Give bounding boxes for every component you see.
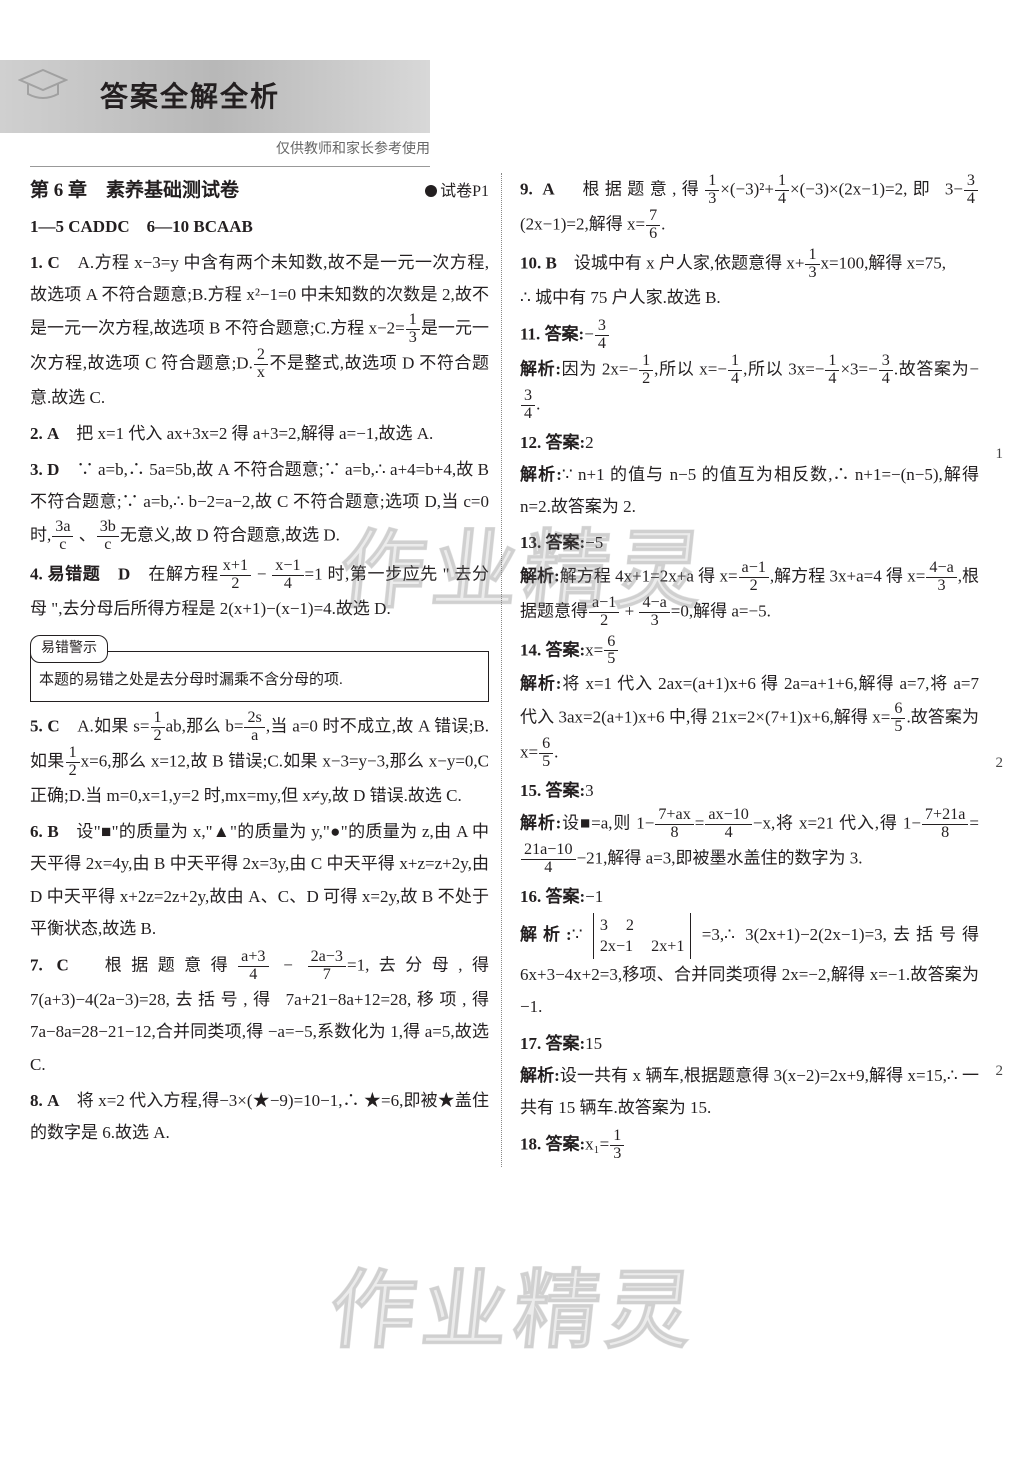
fraction: 13 — [805, 247, 819, 282]
tag-easy-wrong: 易错题 — [48, 564, 101, 583]
tab-3: 2 — [996, 1057, 1004, 1086]
right-column: 9. A 根据题意,得13×(−3)²+14×(−3)×(2x−1)=2,即 3… — [520, 173, 979, 1168]
fraction: 13 — [406, 312, 420, 347]
question-8: 8. A 将 x=2 代入方程,得−3×(★−9)=10−1,∴ ★=6,即被★… — [30, 1085, 489, 1150]
graduation-cap-icon — [18, 68, 68, 104]
fraction: 14 — [825, 353, 839, 388]
question-4: 4. 易错题 D 在解方程x+12 − x−14=1 时,第一步应先 " 去分母… — [30, 558, 489, 625]
callout-header: 易错警示 — [30, 635, 108, 664]
fraction: a−12 — [739, 560, 769, 595]
fraction: 2sa — [244, 710, 264, 745]
fraction: 34 — [595, 318, 609, 353]
fraction: 4−a3 — [639, 595, 669, 630]
determinant: 32 2x−12x+1 — [593, 913, 692, 959]
question-11: 11. 答案:−34 解析:因为 2x=−12,所以 x=−14,所以 3x=−… — [520, 318, 979, 423]
question-2: 2. A 把 x=1 代入 ax+3x=2 得 a+3=2,解得 a=−1,故选… — [30, 418, 489, 450]
chapter-row: 第 6 章 素养基础测试卷 试卷P1 — [30, 173, 489, 209]
fraction: 34 — [879, 353, 893, 388]
question-3: 3. D ∵ a=b,∴ 5a=5b,故 A 不符合题意;∵ a=b,∴ a+4… — [30, 454, 489, 554]
fraction: x−14 — [272, 558, 303, 593]
fraction: 4−a3 — [926, 560, 956, 595]
fraction: 13 — [705, 173, 719, 208]
chapter-title: 第 6 章 素养基础测试卷 — [30, 173, 239, 209]
chapter-ref: 试卷P1 — [425, 177, 489, 207]
question-16: 16. 答案:−1 解析:∵ 32 2x−12x+1 =3,∴ 3(2x+1)−… — [520, 881, 979, 1024]
fraction: x+12 — [220, 558, 251, 593]
fraction: 14 — [728, 353, 742, 388]
fraction: 14 — [775, 173, 789, 208]
question-7: 7. C 根据题意得a+34 − 2a−37=1,去分母,得 7(a+3)−4(… — [30, 949, 489, 1081]
header-banner: 答案全解全析 — [0, 60, 430, 133]
watermark: 作业精灵 — [321, 1230, 706, 1393]
fraction: 65 — [891, 701, 905, 736]
fraction: 2x — [254, 347, 268, 382]
fraction: 3ac — [52, 519, 73, 554]
fraction: 65 — [539, 736, 553, 771]
bullet-icon — [425, 185, 437, 197]
fraction: 2a−37 — [308, 949, 346, 984]
fraction: 76 — [646, 208, 660, 243]
fraction: a+34 — [238, 949, 268, 984]
question-14: 14. 答案:x=65 解析:将 x=1 代入 2ax=(a+1)x+6 得 2… — [520, 634, 979, 771]
tab-1: 1 — [996, 440, 1004, 469]
question-1: 1. C A.方程 x−3=y 中含有两个未知数,故不是一元一次方程,故选项 A… — [30, 247, 489, 414]
question-15: 15. 答案:3 解析:设■=a,则 1−7+ax8=ax−104−x,将 x=… — [520, 775, 979, 877]
fraction: 7+21a8 — [922, 807, 968, 842]
question-10: 10. B 设城中有 x 户人家,依题意得 x+13x=100,解得 x=75,… — [520, 247, 979, 314]
fraction: 3bc — [97, 519, 119, 554]
side-page-tabs: 1 2 2 — [996, 440, 1004, 1366]
fraction: 7+ax8 — [655, 807, 693, 842]
question-5: 5. C A.如果 s=12ab,那么 b=2sa,当 a=0 时不成立,故 A… — [30, 710, 489, 812]
fraction: 65 — [604, 634, 618, 669]
question-13: 13. 答案:−5 解析:解方程 4x+1=2x+a 得 x=a−12,解方程 … — [520, 527, 979, 629]
fraction: 12 — [639, 353, 653, 388]
fraction: 34 — [521, 388, 535, 423]
page-title: 答案全解全析 — [100, 81, 280, 112]
left-column: 第 6 章 素养基础测试卷 试卷P1 1—5 CADDC 6—10 BCAAB … — [30, 173, 502, 1168]
fraction: 12 — [66, 745, 80, 780]
question-18: 18. 答案:x₁=13 — [520, 1128, 979, 1163]
question-17: 17. 答案:15 解析:设一共有 x 辆车,根据题意得 3(x−2)=2x+9… — [520, 1028, 979, 1125]
fraction: 34 — [964, 173, 978, 208]
fraction: 12 — [151, 710, 165, 745]
fraction: ax−104 — [705, 807, 751, 842]
answer-key: 1—5 CADDC 6—10 BCAAB — [30, 211, 489, 243]
fraction: 13 — [610, 1128, 624, 1163]
fraction: 21a−104 — [521, 842, 576, 877]
subtitle-note: 仅供教师和家长参考使用 — [30, 137, 430, 167]
fraction: a−12 — [589, 595, 619, 630]
question-9: 9. A 根据题意,得13×(−3)²+14×(−3)×(2x−1)=2,即 3… — [520, 173, 979, 243]
question-6: 6. B 设"■"的质量为 x,"▲"的质量为 y,"●"的质量为 z,由 A … — [30, 816, 489, 945]
tab-2: 2 — [996, 749, 1004, 778]
question-12: 12. 答案:2 解析:∵ n+1 的值与 n−5 的值互为相反数,∴ n+1=… — [520, 427, 979, 524]
